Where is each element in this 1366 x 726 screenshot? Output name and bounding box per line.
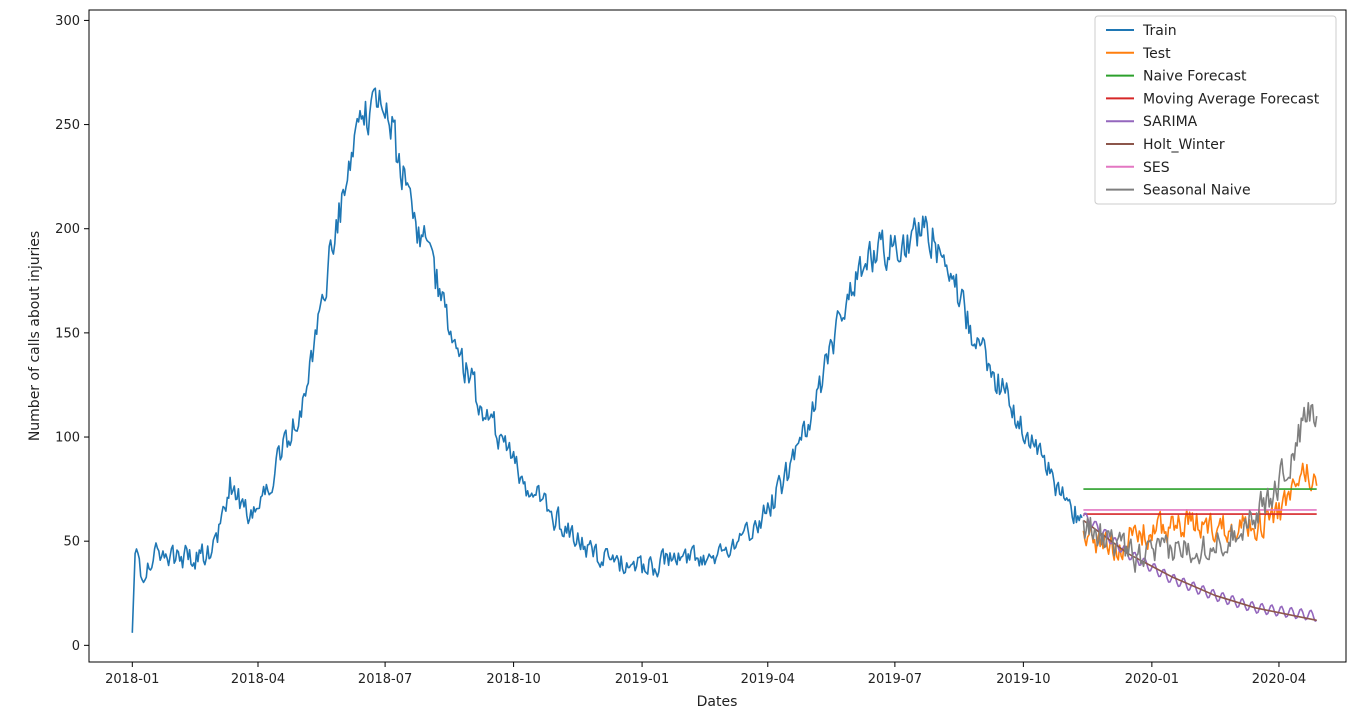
axes-layer: 0 50 100 150 200 250 300 2018-01 2018-04 2018-07 2… [55,14,1306,687]
x-tick-label: 2019-10 [996,672,1050,687]
legend-label: Train [1142,23,1177,39]
series-line-holt-winter [1082,519,1317,622]
x-tick-label: 2020-01 [1125,672,1179,687]
x-tick-label: 2018-01 [105,672,159,687]
legend-label: Naive Forecast [1143,69,1247,85]
legend-box [1094,15,1337,205]
legend-label: Test [1142,46,1171,62]
x-tick-label: 2019-04 [741,672,795,687]
series-line-seasonal-naive [1082,402,1318,573]
legend: Train Test Naive Forecast Moving Average Fo… [1094,15,1337,205]
y-tick-label: 50 [63,535,80,550]
y-tick-label: 100 [55,431,80,446]
x-axis-label: Dates [697,694,738,710]
series-layer [131,87,1318,633]
series-line-train [131,87,1083,633]
x-tick-label: 2019-07 [868,672,922,687]
legend-label: Seasonal Naive [1143,183,1251,199]
y-tick-label: 200 [55,222,80,237]
legend-label: SES [1143,160,1170,176]
x-tick-label: 2018-07 [358,672,412,687]
plot-frame [88,9,1347,663]
x-tick-label: 2018-04 [231,672,285,687]
series-line-test [1082,462,1318,561]
y-tick-label: 0 [72,639,80,654]
y-axis-label: Number of calls about injuries [27,231,43,441]
legend-label: Holt_Winter [1143,137,1225,153]
x-tick-label: 2019-01 [615,672,669,687]
y-tick-label: 250 [55,118,80,133]
x-tick-label: 2020-04 [1252,672,1306,687]
y-tick-label: 300 [55,14,80,29]
legend-label: Moving Average Forecast [1143,91,1320,107]
y-tick-label: 150 [55,326,80,341]
x-tick-label: 2018-10 [486,672,540,687]
legend-label: SARIMA [1143,114,1198,130]
